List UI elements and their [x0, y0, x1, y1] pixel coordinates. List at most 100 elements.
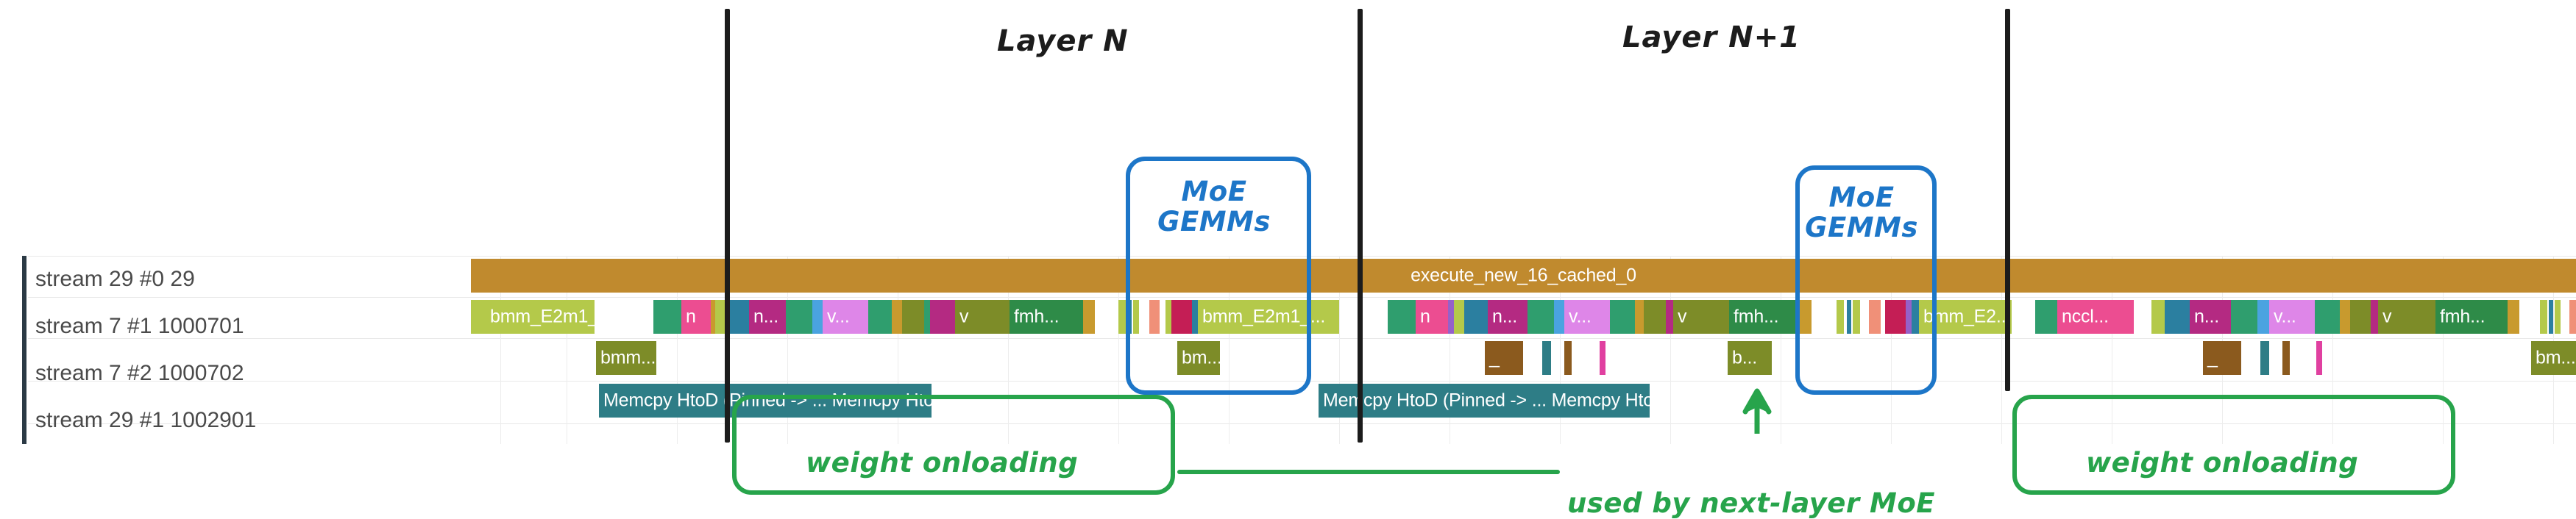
- timeline-block[interactable]: [2231, 300, 2257, 334]
- moe-gemms-label-2: MoE GEMMs: [1805, 182, 1918, 244]
- timeline-block[interactable]: [1171, 300, 1192, 334]
- timeline-block[interactable]: [1192, 300, 1198, 334]
- timeline-block[interactable]: [924, 300, 930, 334]
- timeline-block[interactable]: [1600, 341, 1605, 375]
- timeline-block[interactable]: [2035, 300, 2057, 334]
- timeline-block[interactable]: [2316, 341, 2322, 375]
- timeline-block[interactable]: [1885, 300, 1906, 334]
- timeline-block[interactable]: [1165, 300, 1171, 334]
- timeline-block[interactable]: bmm_E2m1_...: [1198, 300, 1339, 334]
- timeline-block-label: _: [1489, 347, 1500, 368]
- timeline-block[interactable]: [2508, 300, 2519, 334]
- timeline-block[interactable]: [1464, 300, 1488, 334]
- timeline-block[interactable]: [1554, 300, 1564, 334]
- timeline-block[interactable]: fmh...: [2435, 300, 2508, 334]
- timeline-block[interactable]: nccl...: [2057, 300, 2134, 334]
- timeline-block[interactable]: [2340, 300, 2350, 334]
- timeline-block[interactable]: [728, 300, 749, 334]
- row-divider: [28, 423, 2576, 424]
- row-divider: [28, 338, 2576, 339]
- timeline-block[interactable]: [2371, 300, 2378, 334]
- timeline-block[interactable]: n...: [1488, 300, 1527, 334]
- timeline-block-label: fmh...: [2440, 306, 2485, 327]
- timeline-block[interactable]: bm...: [1177, 341, 1220, 375]
- timeline-block[interactable]: [2257, 300, 2269, 334]
- timeline-block[interactable]: v...: [2269, 300, 2315, 334]
- timeline-block[interactable]: n...: [749, 300, 786, 334]
- gridline: [500, 256, 501, 444]
- timeline-block-label: b...: [1732, 347, 1757, 368]
- timeline-block[interactable]: [2350, 300, 2371, 334]
- timeline-block-label: v: [2382, 306, 2392, 327]
- timeline-block[interactable]: [1837, 300, 1844, 334]
- timeline-block[interactable]: [1542, 341, 1551, 375]
- timeline-block[interactable]: [892, 300, 902, 334]
- timeline-block[interactable]: [2540, 300, 2547, 334]
- timeline-block[interactable]: [1906, 300, 1912, 334]
- timeline-block[interactable]: execute_new_16_cached_0: [471, 259, 2576, 293]
- timeline-block[interactable]: [868, 300, 892, 334]
- timeline-block[interactable]: [1800, 300, 1812, 334]
- timeline-block[interactable]: [1912, 300, 1919, 334]
- timeline-block[interactable]: _: [2203, 341, 2241, 375]
- timeline-block[interactable]: bm...: [2531, 341, 2576, 375]
- timeline-block[interactable]: [1083, 300, 1095, 334]
- track-label-stream-7-1[interactable]: stream 7 #1 1000701: [35, 314, 244, 338]
- timeline-block[interactable]: [2549, 300, 2553, 334]
- timeline-block[interactable]: [1847, 300, 1851, 334]
- track-label-stream-29-0[interactable]: stream 29 #0 29: [35, 267, 195, 291]
- timeline-block[interactable]: Memcpy HtoD (Pinned -> ... Memcpy Hto...: [1319, 384, 1650, 418]
- timeline-block[interactable]: [2555, 300, 2561, 334]
- timeline-block[interactable]: [1527, 300, 1554, 334]
- timeline-block[interactable]: [902, 300, 924, 334]
- timeline-block[interactable]: v...: [1564, 300, 1610, 334]
- timeline-block[interactable]: [1869, 300, 1881, 334]
- timeline-block[interactable]: [812, 300, 823, 334]
- timeline-block[interactable]: [653, 300, 681, 334]
- gridline: [2443, 256, 2444, 444]
- timeline-block[interactable]: [2315, 300, 2340, 334]
- timeline-block[interactable]: [1564, 341, 1572, 375]
- timeline-block[interactable]: Memcpy HtoD (Pinned -> ... Memcpy Hto...: [599, 384, 932, 418]
- timeline-block[interactable]: [1149, 300, 1160, 334]
- timeline-block[interactable]: [1133, 300, 1139, 334]
- timeline-block[interactable]: [1388, 300, 1416, 334]
- timeline-block[interactable]: [2282, 341, 2290, 375]
- timeline-block[interactable]: [1853, 300, 1860, 334]
- timeline-block[interactable]: [471, 300, 486, 334]
- timeline-block[interactable]: fmh...: [1010, 300, 1083, 334]
- layer-separator-middle: [1358, 9, 1363, 443]
- timeline-block[interactable]: [1118, 300, 1126, 334]
- timeline-block[interactable]: [2165, 300, 2190, 334]
- timeline-block[interactable]: fmh...: [1729, 300, 1800, 334]
- timeline-block[interactable]: [930, 300, 955, 334]
- timeline-block[interactable]: v: [1673, 300, 1729, 334]
- timeline-block[interactable]: [1610, 300, 1635, 334]
- timeline-block[interactable]: bmm_E2m1_E...: [486, 300, 595, 334]
- timeline-block[interactable]: b...: [1728, 341, 1772, 375]
- timeline-block[interactable]: n: [1416, 300, 1448, 334]
- timeline-block-label: v...: [1569, 306, 1592, 327]
- timeline-block[interactable]: [2151, 300, 2165, 334]
- timeline-block[interactable]: v: [2378, 300, 2435, 334]
- timeline-block[interactable]: [711, 300, 715, 334]
- connector-line: [1177, 470, 1560, 474]
- timeline-block[interactable]: [2260, 341, 2269, 375]
- timeline-block[interactable]: [786, 300, 812, 334]
- track-label-stream-29-1[interactable]: stream 29 #1 1002901: [35, 408, 257, 432]
- timeline-lane-stream-7-2: bmm... bm... _ b... _ bm...: [471, 341, 2576, 375]
- timeline-block[interactable]: [1635, 300, 1644, 334]
- track-label-stream-7-2[interactable]: stream 7 #2 1000702: [35, 361, 244, 385]
- timeline-block[interactable]: [1644, 300, 1666, 334]
- timeline-block[interactable]: bmm...: [596, 341, 656, 375]
- timeline-block[interactable]: n...: [2190, 300, 2231, 334]
- timeline-block-label: Memcpy HtoD (Pinned -> ... Memcpy Hto...: [603, 390, 932, 411]
- timeline-block[interactable]: [2569, 300, 2576, 334]
- timeline-block[interactable]: [1666, 300, 1673, 334]
- timeline-block[interactable]: [1448, 300, 1454, 334]
- timeline-block[interactable]: v...: [823, 300, 868, 334]
- timeline-block[interactable]: _: [1485, 341, 1523, 375]
- timeline-block[interactable]: v: [955, 300, 1010, 334]
- timeline-block[interactable]: [1454, 300, 1464, 334]
- timeline-block[interactable]: n: [681, 300, 711, 334]
